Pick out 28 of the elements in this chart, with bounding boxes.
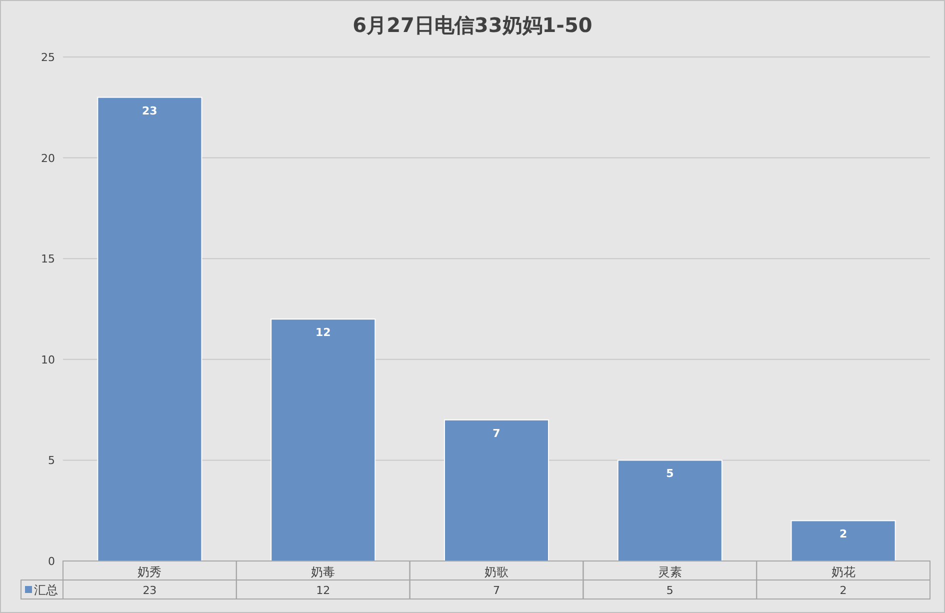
x-tick-label: 奶歌 (484, 565, 508, 579)
chart-title: 6月27日电信33奶妈1-50 (352, 13, 592, 37)
legend-label: 汇总 (34, 583, 58, 597)
y-tick-label: 0 (48, 555, 55, 568)
x-tick-label: 奶毒 (311, 565, 336, 579)
y-tick-label: 25 (41, 51, 55, 64)
text: 23 (142, 584, 157, 597)
bar (790, 520, 896, 562)
text: 7 (493, 584, 500, 597)
data-label: 7 (492, 426, 500, 440)
bar (617, 460, 722, 562)
x-tick-label: 奶花 (831, 565, 856, 579)
y-tick-label: 15 (41, 252, 55, 266)
bar (270, 318, 376, 562)
y-tick-label: 20 (41, 152, 55, 165)
data-label: 12 (315, 326, 331, 340)
y-tick-label: 5 (48, 454, 55, 468)
bar (444, 419, 550, 562)
y-tick-label: 10 (41, 353, 55, 366)
x-tick-label: 奶秀 (138, 565, 162, 579)
data-label: 23 (142, 104, 158, 118)
text: 12 (316, 584, 330, 597)
data-label: 5 (666, 467, 674, 480)
bar (97, 96, 202, 562)
text: 2 (840, 584, 847, 597)
data-label: 2 (839, 528, 848, 541)
text: 5 (666, 584, 674, 597)
x-tick-label: 灵素 (658, 565, 682, 579)
